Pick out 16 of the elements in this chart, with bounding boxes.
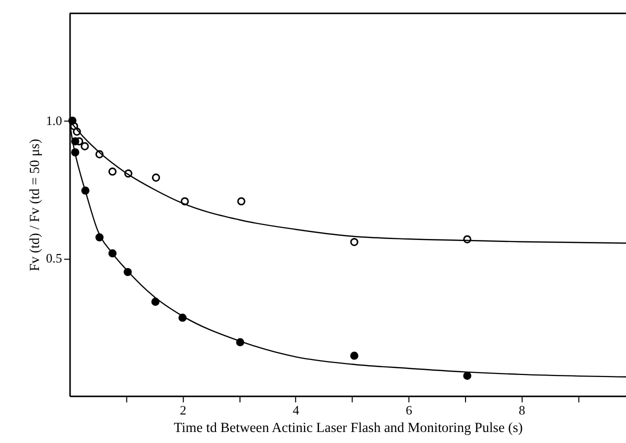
x-axis-title: Time td Between Actinic Laser Flash and Monitoring Pulse (s) [174,421,524,436]
point [80,142,89,150]
point [350,352,358,360]
y-tick-label: 0.5 [46,250,62,266]
y-axis-title: Fv (td) / Fv (td = 50 μs) [28,138,43,272]
point [237,197,246,206]
point [350,238,358,246]
x-tick-label: 6 [406,402,413,418]
x-tick-label: 2 [180,402,186,418]
point [463,372,472,380]
point [108,168,117,176]
y-tick-label: 1.0 [46,113,62,128]
x-tick-label: 4 [292,402,300,418]
point [151,298,160,306]
x-tick-label: 8 [518,402,526,418]
point [152,174,160,182]
